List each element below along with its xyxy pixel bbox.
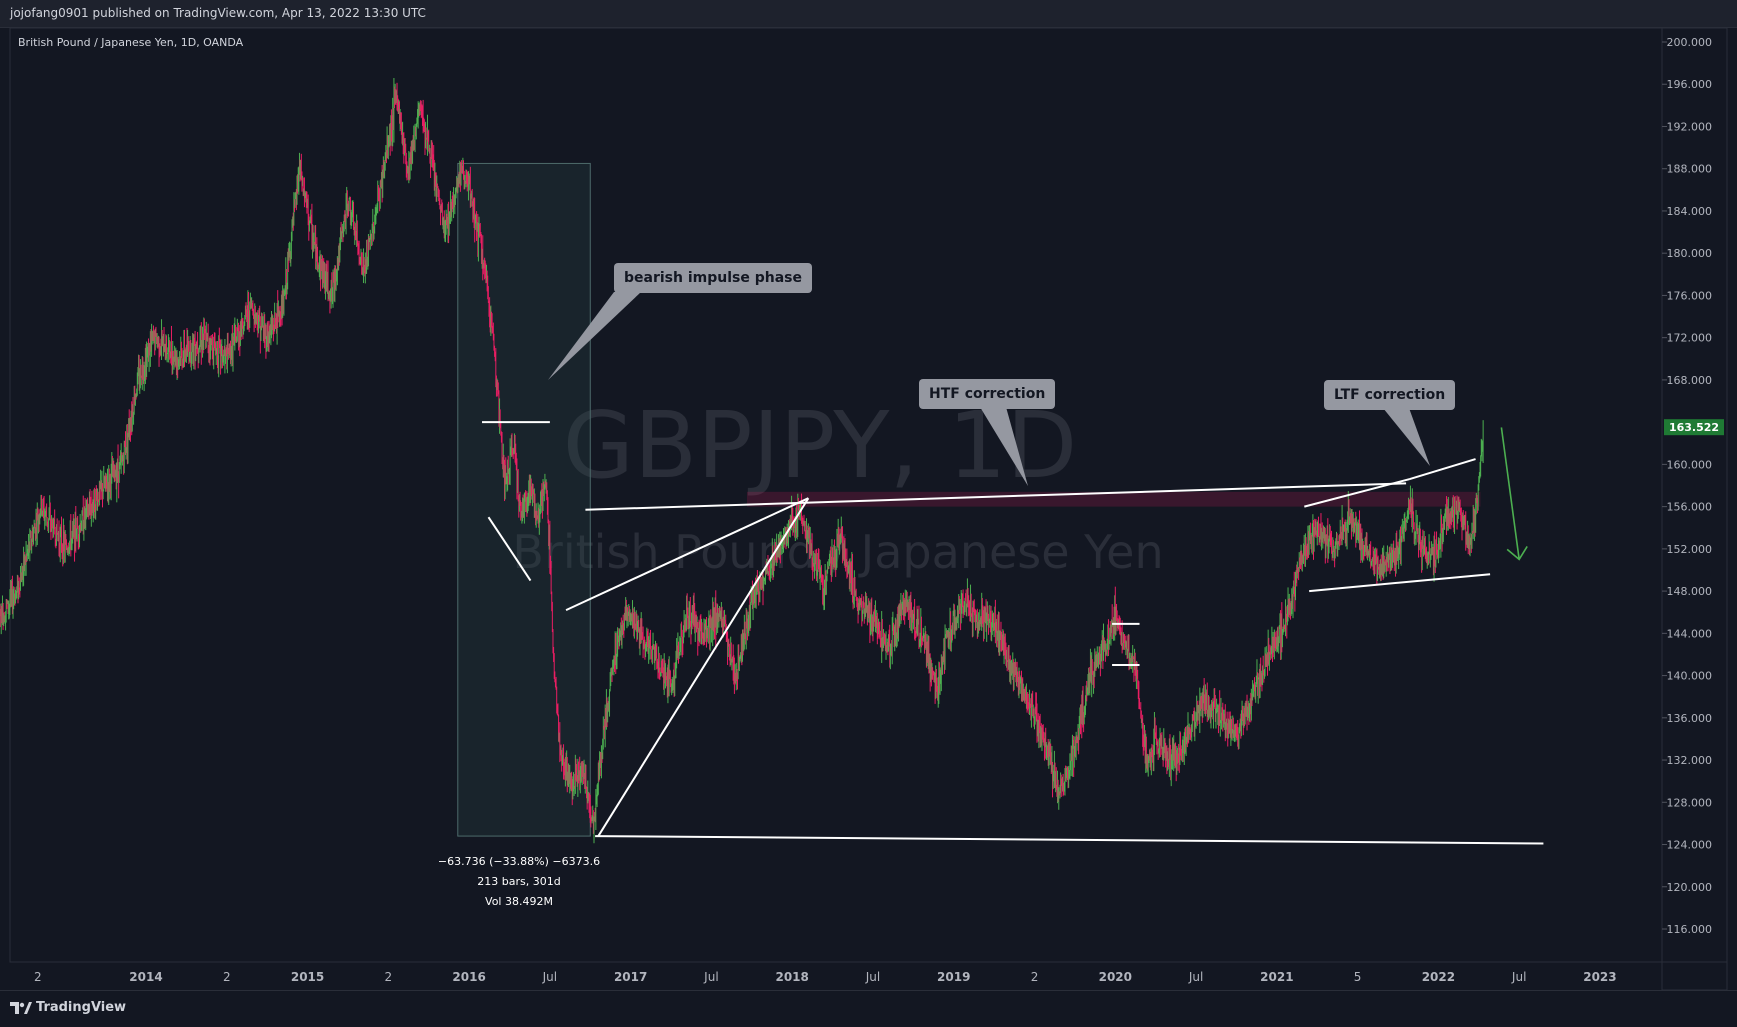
y-tick-label-5: 180.000 bbox=[1667, 247, 1713, 260]
tradingview-logo-icon bbox=[10, 1001, 32, 1014]
x-tick-label-0: 2 bbox=[34, 970, 42, 984]
x-tick-label-17: 2022 bbox=[1422, 970, 1455, 984]
y-tick-label-11: 156.000 bbox=[1667, 501, 1713, 514]
callout-ltf-text: LTF correction bbox=[1334, 387, 1446, 403]
y-tick-label-10: 160.000 bbox=[1667, 458, 1713, 471]
y-tick-label-3: 188.000 bbox=[1667, 163, 1713, 176]
x-tick-label-2: 2 bbox=[223, 970, 231, 984]
x-tick-label-12: 2 bbox=[1031, 970, 1039, 984]
callout-bearish-impulse[interactable]: bearish impulse phase bbox=[614, 263, 812, 293]
y-tick-label-12: 152.000 bbox=[1667, 543, 1713, 556]
tail-ltf bbox=[1383, 408, 1430, 466]
callout-htf-correction[interactable]: HTF correction bbox=[919, 379, 1056, 409]
tradingview-logo[interactable]: TradingView bbox=[10, 1000, 126, 1015]
y-tick-label-14: 144.000 bbox=[1667, 627, 1713, 640]
x-tick-label-5: 2016 bbox=[452, 970, 485, 984]
trendline-10[interactable] bbox=[1309, 573, 1491, 593]
arrow-shaft bbox=[1500, 427, 1520, 560]
x-tick-label-11: 2019 bbox=[937, 970, 970, 984]
y-tick-label-18: 128.000 bbox=[1667, 796, 1713, 809]
callout-ltf-correction[interactable]: LTF correction bbox=[1324, 380, 1456, 410]
y-tick-label-13: 148.000 bbox=[1667, 585, 1713, 598]
x-tick-label-9: 2018 bbox=[775, 970, 808, 984]
x-tick-label-13: 2020 bbox=[1099, 970, 1132, 984]
price-tag-box bbox=[1664, 419, 1724, 436]
x-tick-label-18: Jul bbox=[1511, 970, 1526, 984]
x-tick-label-8: Jul bbox=[703, 970, 718, 984]
trendline-3[interactable] bbox=[565, 497, 809, 612]
trendline-5[interactable] bbox=[595, 835, 1544, 845]
measure-volume: Vol 38.492M bbox=[485, 895, 553, 908]
y-tick-label-17: 132.000 bbox=[1667, 754, 1713, 767]
trendline-9[interactable] bbox=[1409, 458, 1476, 481]
y-tick-label-19: 124.000 bbox=[1667, 839, 1713, 852]
y-tick-label-16: 136.000 bbox=[1667, 712, 1713, 725]
tail-htf bbox=[980, 407, 1028, 486]
measure-bars: 213 bars, 301d bbox=[477, 875, 561, 888]
trendline-8[interactable] bbox=[1304, 478, 1410, 508]
trendline-1[interactable] bbox=[487, 516, 532, 582]
time-axis[interactable]: 2 2014 2 2015 2 2016 Jul 2017 Jul 2018 Jul 2019 2 202… bbox=[34, 970, 1617, 984]
x-tick-label-6: Jul bbox=[542, 970, 557, 984]
x-tick-label-19: 2023 bbox=[1583, 970, 1616, 984]
price-tag-text: 163.522 bbox=[1669, 421, 1719, 434]
arrow-head bbox=[1506, 545, 1528, 561]
y-tick-label-8: 168.000 bbox=[1667, 374, 1713, 387]
callout-tails bbox=[548, 292, 1430, 486]
green-arrow[interactable] bbox=[1500, 427, 1528, 561]
tail-bearish bbox=[548, 292, 641, 380]
y-tick-label-2: 192.000 bbox=[1667, 120, 1713, 133]
publisher-line: jojofang0901 published on TradingView.co… bbox=[10, 6, 426, 20]
trendlines[interactable] bbox=[482, 421, 1544, 845]
callout-bearish-text: bearish impulse phase bbox=[624, 270, 802, 286]
x-tick-label-15: 2021 bbox=[1260, 970, 1293, 984]
x-tick-label-10: Jul bbox=[865, 970, 880, 984]
resistance-zone bbox=[746, 491, 1481, 507]
y-tick-label-7: 172.000 bbox=[1667, 332, 1713, 345]
measure-change: −63.736 (−33.88%) −6373.6 bbox=[437, 855, 601, 868]
y-tick-label-4: 184.000 bbox=[1667, 205, 1713, 218]
y-tick-label-21: 116.000 bbox=[1667, 923, 1713, 936]
last-price-tag: 163.522 bbox=[1664, 419, 1724, 436]
y-tick-label-1: 196.000 bbox=[1667, 78, 1713, 91]
y-tick-label-6: 176.000 bbox=[1667, 289, 1713, 302]
trendline-4[interactable] bbox=[585, 482, 1407, 511]
x-tick-label-7: 2017 bbox=[614, 970, 647, 984]
y-tick-label-15: 140.000 bbox=[1667, 670, 1713, 683]
price-axis[interactable]: 200.000 196.000 192.000 188.000 184.000 180.0… bbox=[1662, 36, 1712, 936]
callout-htf-text: HTF correction bbox=[929, 386, 1046, 402]
x-tick-label-14: Jul bbox=[1188, 970, 1203, 984]
y-tick-label-20: 120.000 bbox=[1667, 881, 1713, 894]
y-tick-label-0: 200.000 bbox=[1667, 36, 1713, 49]
x-tick-label-1: 2014 bbox=[129, 970, 162, 984]
symbol-label: British Pound / Japanese Yen, 1D, OANDA bbox=[18, 36, 244, 49]
trendline-2[interactable] bbox=[597, 497, 810, 837]
x-tick-label-3: 2015 bbox=[291, 970, 324, 984]
candles bbox=[0, 77, 1484, 844]
footer-bar: TradingView bbox=[0, 990, 1737, 1027]
tradingview-brand: TradingView bbox=[36, 1000, 127, 1015]
measure-label: −63.736 (−33.88%) −6373.6 213 bars, 301d… bbox=[419, 852, 619, 912]
x-tick-label-16: 5 bbox=[1354, 970, 1362, 984]
resistance-zone-rect bbox=[746, 491, 1481, 507]
x-tick-label-4: 2 bbox=[385, 970, 393, 984]
